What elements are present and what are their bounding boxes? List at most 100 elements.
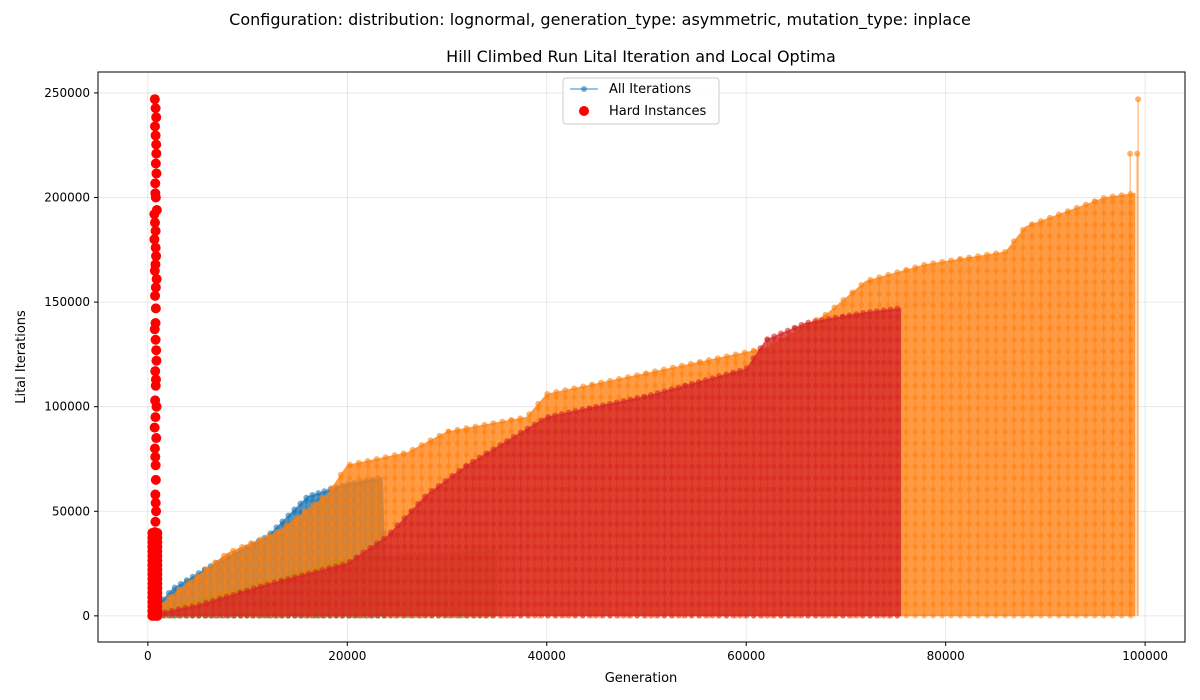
series-3-point <box>598 394 604 400</box>
series-4-point <box>826 590 832 596</box>
series-4-point <box>634 498 640 504</box>
series-4-point <box>668 521 675 527</box>
series-4-point <box>860 360 866 366</box>
series-4-point <box>456 578 462 584</box>
series-3-point <box>1047 613 1053 619</box>
series-4-point <box>566 429 572 435</box>
series-4-point <box>682 394 688 400</box>
series-3-point <box>400 450 407 457</box>
series-3-point <box>1065 429 1071 435</box>
series-4-point <box>655 429 661 435</box>
series-3-point <box>912 532 918 538</box>
series-3-point <box>1047 348 1053 354</box>
series-4-point <box>785 463 791 469</box>
series-3-point <box>1110 348 1116 354</box>
series-3-point <box>885 271 892 278</box>
series-4-point <box>792 544 798 550</box>
series-4-point <box>634 417 640 423</box>
series-4-point <box>614 532 620 538</box>
series-3-point <box>544 406 550 412</box>
series-4-point <box>573 463 579 469</box>
series-4-point <box>785 475 791 481</box>
series-4-point <box>757 544 764 550</box>
series-4-point <box>278 613 284 619</box>
series-4-point <box>805 319 812 326</box>
series-4-point <box>798 544 805 550</box>
series-4-point <box>805 348 811 354</box>
series-4-point <box>778 337 784 343</box>
series-4-point <box>559 452 565 458</box>
series-4-point <box>641 486 647 492</box>
series-3-point <box>651 368 658 375</box>
series-4-point <box>655 578 661 584</box>
series-4-point <box>477 521 483 527</box>
series-4-point <box>463 521 469 527</box>
series-4-point <box>176 613 182 619</box>
series-3-point <box>1056 291 1062 297</box>
series-4-point <box>641 601 647 607</box>
series-3-point <box>1038 383 1044 389</box>
series-4-point <box>285 590 291 596</box>
series-4-point <box>689 521 695 527</box>
series-3-point <box>921 291 927 297</box>
series-3-point <box>669 364 676 371</box>
series-4-point <box>751 394 757 400</box>
series-3-point <box>1119 291 1125 297</box>
series-4-point <box>778 429 784 435</box>
series-4-point <box>812 417 818 423</box>
series-3-point <box>337 471 344 478</box>
series-4-point <box>689 555 695 561</box>
series-3-point <box>975 567 981 573</box>
series-3-point <box>1083 452 1089 458</box>
series-3-point <box>392 463 398 469</box>
series-3-point <box>1020 360 1026 366</box>
series-4-point <box>860 555 866 561</box>
series-4-point <box>675 509 681 515</box>
series-4-point <box>566 601 572 607</box>
series-4-point <box>805 544 811 550</box>
series-4-point <box>497 578 503 584</box>
series-4-point <box>716 509 722 515</box>
series-3-point <box>966 578 972 584</box>
series-3-point <box>670 371 676 377</box>
series-4-point <box>593 601 599 607</box>
series-3-point <box>1074 498 1080 504</box>
series-3-point <box>948 268 954 274</box>
series-4-point <box>552 463 558 469</box>
series-3-point <box>714 355 721 362</box>
series-4-point <box>819 317 826 324</box>
series-4-point <box>703 394 709 400</box>
series-4-point <box>484 532 490 538</box>
series-4-point <box>716 521 722 527</box>
series-3-point <box>410 486 416 492</box>
series-4-point <box>778 613 784 619</box>
series-4-point <box>477 590 483 596</box>
series-4-point <box>429 578 435 584</box>
series-4-point <box>538 521 545 527</box>
series-3-point <box>571 385 578 392</box>
series-4-point <box>593 486 599 492</box>
series-3-point <box>966 291 972 297</box>
series-3-point <box>939 360 945 366</box>
series-4-point <box>511 498 517 504</box>
series-3-point <box>912 371 918 377</box>
series-3-point <box>1047 452 1053 458</box>
series-4-point <box>593 567 599 573</box>
series-3-point <box>1065 532 1071 538</box>
series-4-point <box>518 544 524 550</box>
series-3-point <box>436 463 443 469</box>
series-4-point <box>360 613 367 619</box>
series-4-point <box>751 509 757 515</box>
series-3-point <box>930 337 936 343</box>
series-4-point <box>531 498 538 504</box>
series-3-point <box>921 406 927 412</box>
series-3-point <box>1101 314 1107 320</box>
series-3-point <box>1038 613 1044 619</box>
series-4-point <box>737 555 743 561</box>
series-4-point <box>525 590 531 596</box>
series-4-point <box>525 544 531 550</box>
series-4-point <box>867 486 873 492</box>
series-4-point <box>360 549 367 556</box>
series-3-point <box>499 429 505 435</box>
series-3-point <box>912 613 918 619</box>
